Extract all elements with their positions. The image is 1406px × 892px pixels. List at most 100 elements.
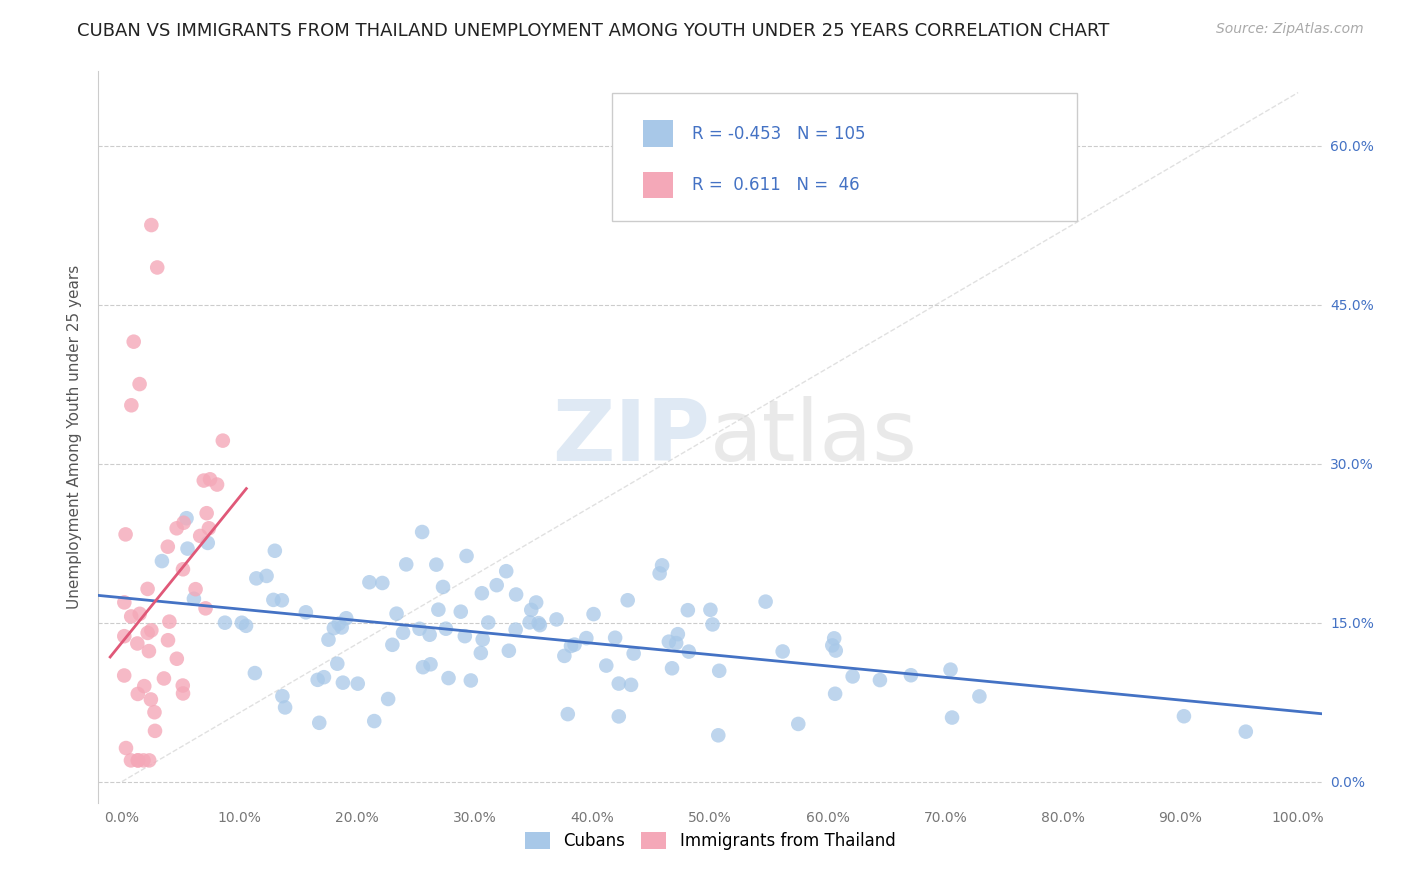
Point	[821, 639, 844, 653]
Point	[211, 434, 233, 448]
Point	[143, 723, 166, 738]
Point	[477, 615, 499, 630]
Text: ZIP: ZIP	[553, 395, 710, 479]
Point	[787, 717, 810, 731]
Point	[432, 580, 454, 594]
Point	[139, 692, 162, 706]
Point	[235, 619, 257, 633]
Point	[166, 652, 188, 666]
Point	[772, 644, 794, 658]
Point	[138, 753, 160, 767]
Point	[1234, 724, 1257, 739]
Point	[134, 679, 156, 693]
Point	[231, 615, 253, 630]
Point	[127, 636, 149, 650]
Point	[128, 377, 150, 392]
Text: R =  0.611   N =  46: R = 0.611 N = 46	[692, 176, 859, 194]
Point	[136, 582, 159, 596]
Point	[411, 524, 433, 539]
Point	[527, 616, 550, 631]
FancyBboxPatch shape	[612, 94, 1077, 221]
Point	[419, 657, 441, 672]
Point	[153, 672, 176, 686]
Point	[941, 710, 963, 724]
FancyBboxPatch shape	[643, 171, 673, 198]
Point	[359, 575, 381, 590]
Point	[427, 602, 450, 616]
Point	[256, 569, 278, 583]
Point	[326, 657, 349, 671]
Point	[841, 669, 863, 683]
Point	[184, 582, 207, 596]
Point	[560, 639, 582, 653]
Point	[607, 709, 630, 723]
Point	[575, 631, 598, 645]
Point	[553, 648, 575, 663]
Point	[114, 527, 136, 541]
Point	[263, 543, 285, 558]
Point	[183, 591, 205, 606]
Point	[138, 644, 160, 658]
Point	[395, 558, 418, 572]
Point	[900, 668, 922, 682]
Point	[412, 660, 434, 674]
Point	[456, 549, 478, 563]
Point	[823, 632, 845, 646]
Point	[824, 687, 846, 701]
Point	[755, 594, 778, 608]
Point	[702, 617, 724, 632]
Point	[520, 603, 543, 617]
Point	[112, 668, 135, 682]
Point	[471, 632, 494, 647]
Point	[156, 633, 179, 648]
Point	[136, 626, 159, 640]
Point	[156, 540, 179, 554]
Point	[308, 715, 330, 730]
Point	[648, 566, 671, 581]
Point	[651, 558, 673, 573]
Point	[607, 676, 630, 690]
Point	[335, 611, 357, 625]
Point	[425, 558, 447, 572]
Point	[322, 621, 344, 635]
Point	[707, 728, 730, 742]
Point	[141, 624, 163, 638]
Point	[150, 554, 173, 568]
Point	[193, 474, 215, 488]
Point	[665, 636, 688, 650]
Point	[557, 707, 579, 722]
Point	[120, 753, 142, 767]
Point	[676, 603, 699, 617]
Point	[245, 571, 267, 585]
Point	[172, 686, 194, 700]
Point	[127, 687, 149, 701]
Point	[198, 472, 221, 486]
Point	[332, 675, 354, 690]
Point	[127, 753, 149, 767]
Point	[188, 529, 211, 543]
Point	[666, 627, 689, 641]
Point	[392, 625, 415, 640]
Point	[529, 618, 551, 632]
Point	[470, 646, 492, 660]
Point	[166, 521, 188, 535]
Point	[112, 595, 135, 609]
Point	[330, 620, 353, 634]
Point	[620, 678, 643, 692]
Point	[173, 516, 195, 530]
Point	[661, 661, 683, 675]
Point	[132, 753, 155, 767]
Point	[115, 741, 138, 756]
Point	[312, 670, 335, 684]
FancyBboxPatch shape	[643, 120, 673, 146]
Point	[471, 586, 494, 600]
Point	[143, 705, 166, 719]
Point	[623, 647, 645, 661]
Point	[318, 632, 340, 647]
Point	[595, 658, 617, 673]
Point	[709, 664, 731, 678]
Point	[377, 692, 399, 706]
Point	[505, 587, 527, 601]
Point	[307, 673, 329, 687]
Point	[658, 634, 681, 648]
